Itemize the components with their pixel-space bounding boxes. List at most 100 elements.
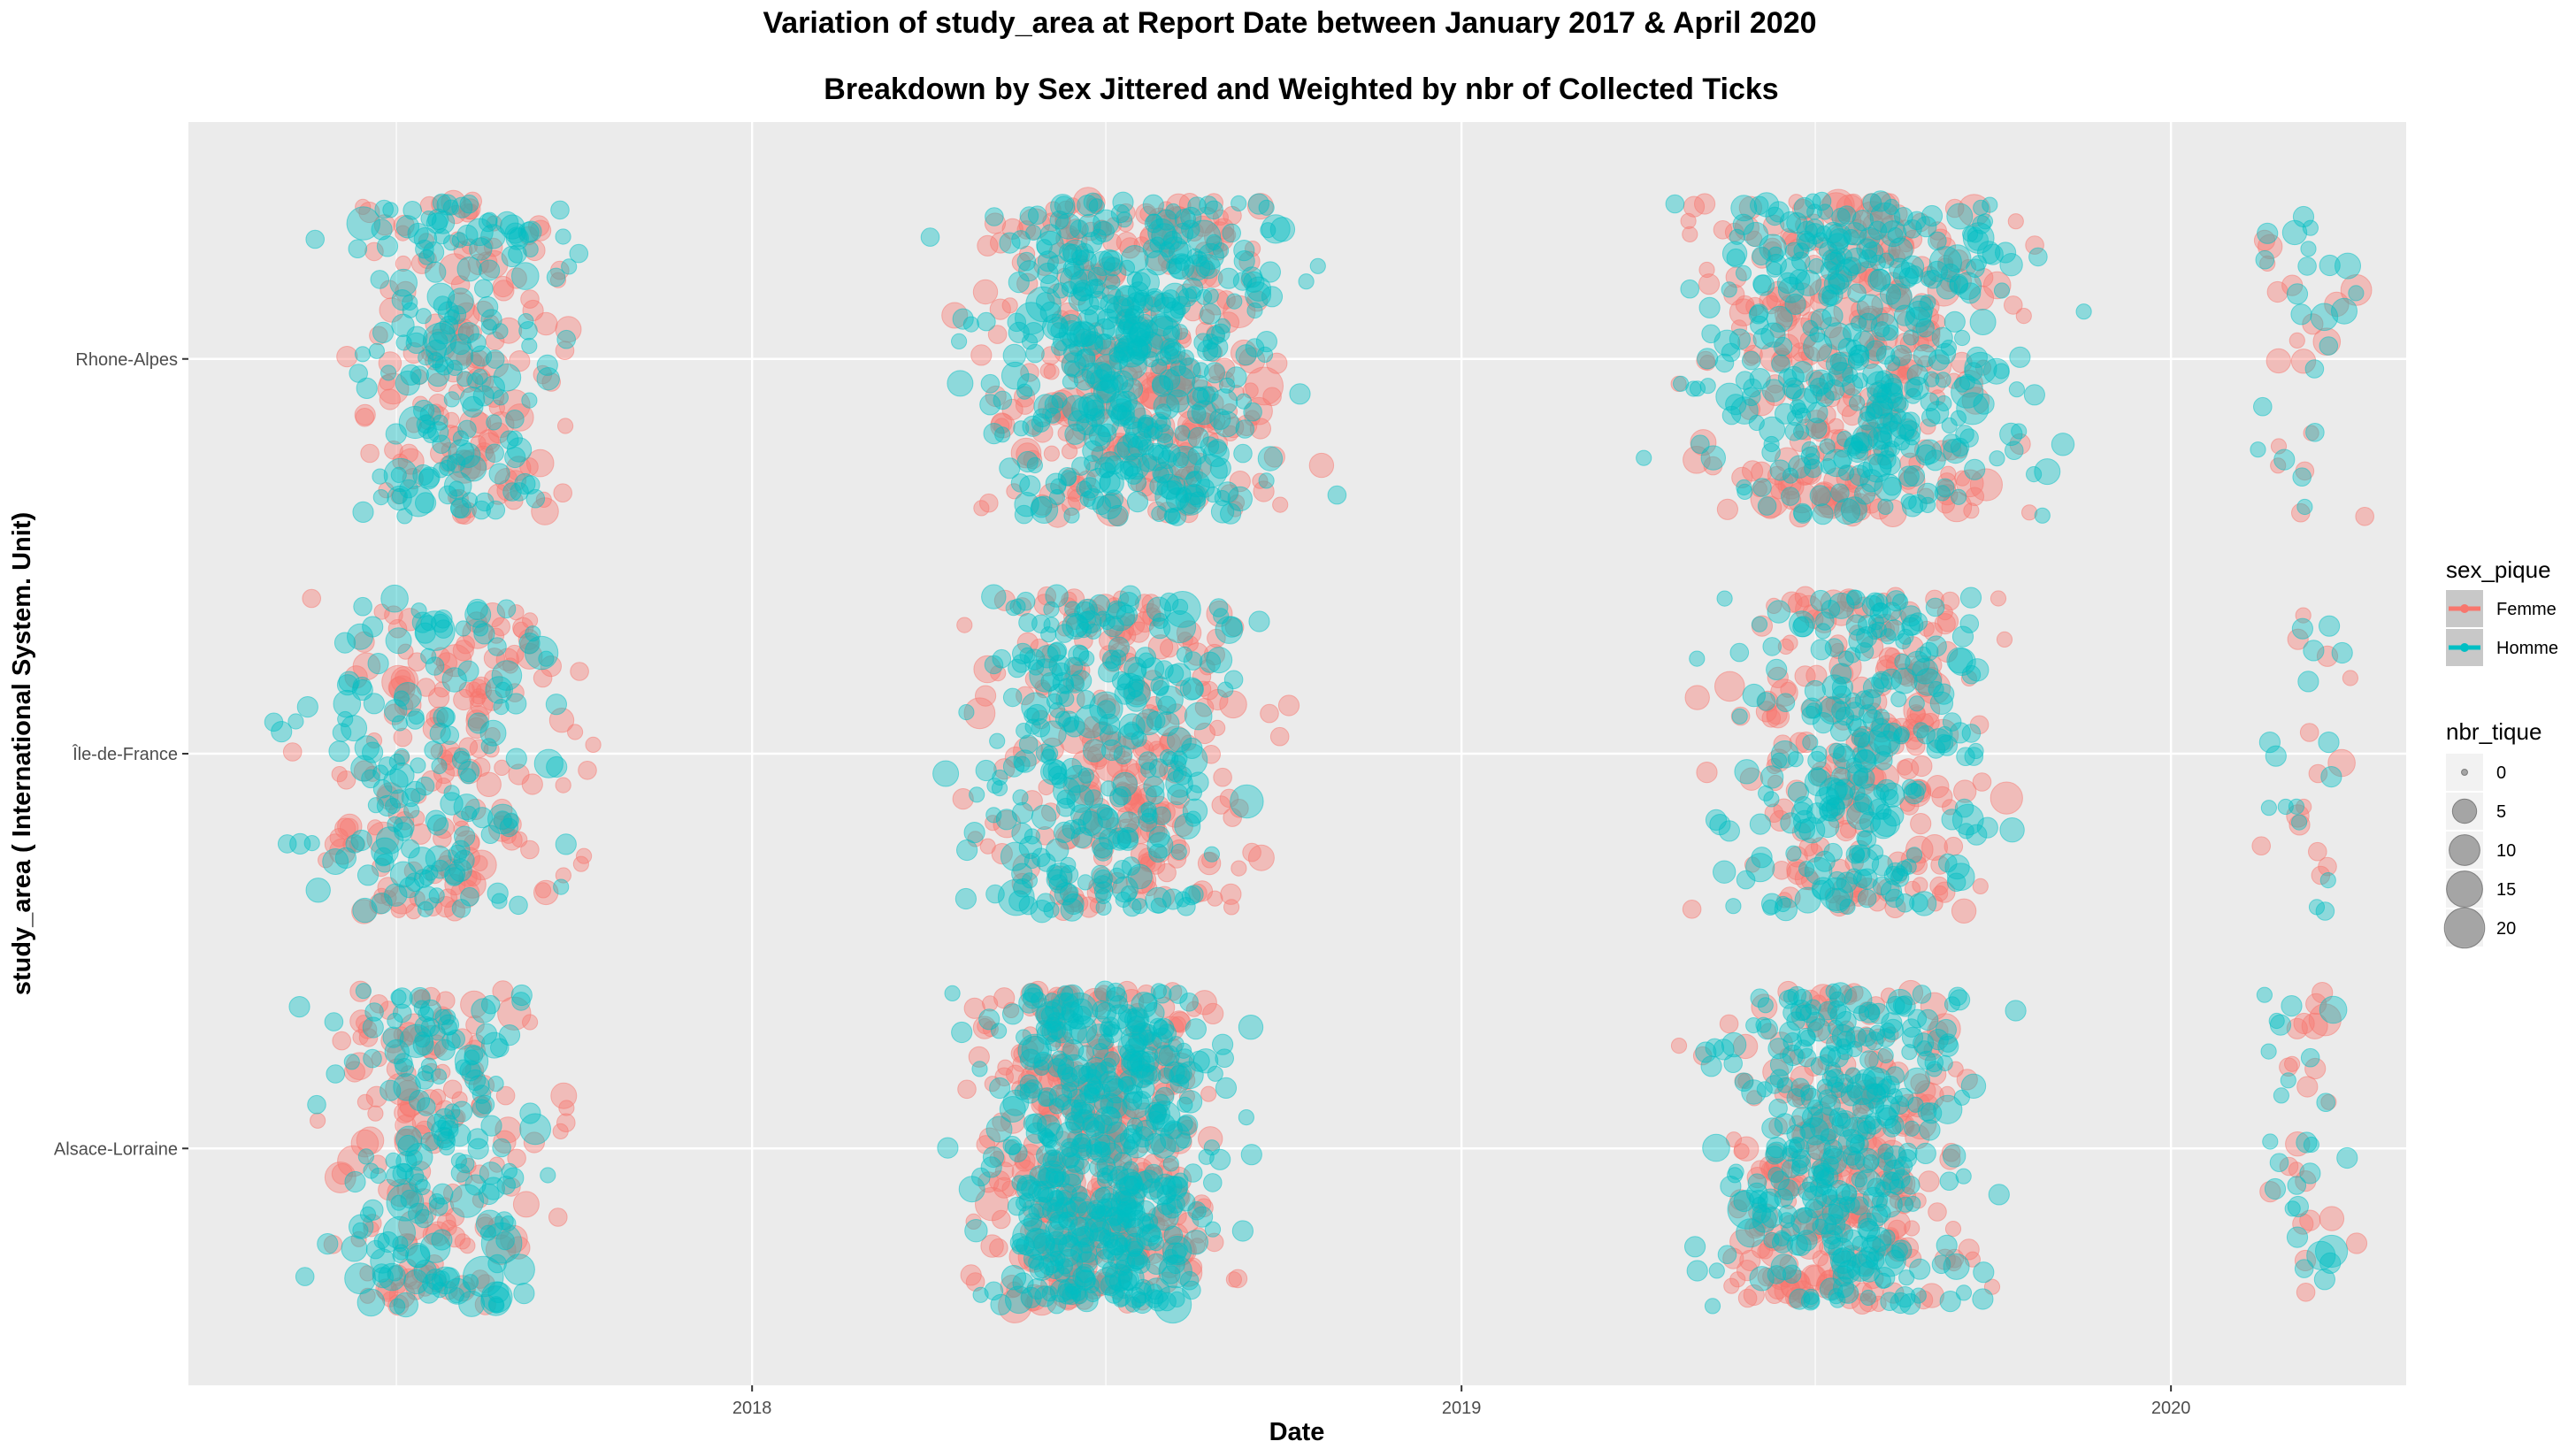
data-point — [385, 797, 402, 815]
data-point — [1762, 637, 1782, 656]
data-point — [1069, 1016, 1098, 1044]
data-point — [985, 1116, 1013, 1143]
data-point — [2281, 995, 2303, 1017]
data-point — [1939, 1171, 1959, 1191]
data-point — [1063, 588, 1085, 610]
data-point — [1939, 1148, 1961, 1170]
data-point — [1209, 457, 1231, 479]
data-point — [1178, 1090, 1203, 1114]
data-point — [400, 364, 422, 386]
data-point — [1752, 274, 1775, 296]
data-point — [1008, 272, 1030, 294]
data-point — [576, 847, 593, 864]
data-point — [1131, 272, 1151, 292]
data-point — [1024, 1079, 1043, 1099]
data-point — [336, 346, 358, 368]
data-point — [433, 762, 456, 785]
data-point — [2296, 1283, 2316, 1302]
data-point — [1791, 361, 1813, 383]
data-point — [1141, 442, 1170, 472]
data-point — [380, 890, 397, 907]
data-point — [1220, 883, 1242, 905]
data-point — [2023, 384, 2045, 406]
data-point — [2291, 617, 2313, 640]
data-point — [1820, 1128, 1836, 1145]
data-point — [390, 989, 407, 1006]
data-point — [1204, 1221, 1222, 1238]
data-point — [1062, 239, 1089, 266]
data-point — [1716, 498, 1739, 520]
data-point — [1737, 1288, 1758, 1308]
data-point — [1749, 813, 1772, 835]
data-point — [1135, 1137, 1152, 1154]
size-key-point — [2449, 834, 2480, 866]
data-point — [1153, 1017, 1175, 1039]
data-point — [390, 466, 407, 484]
data-point — [1079, 491, 1096, 508]
data-point — [479, 259, 501, 281]
data-point — [1203, 846, 1221, 862]
data-point — [360, 443, 380, 464]
y-tick-label: Alsace-Lorraine — [54, 1139, 178, 1159]
data-point — [1183, 1163, 1203, 1183]
data-point — [1298, 273, 1315, 290]
size-key-point — [2446, 870, 2483, 908]
data-point — [1862, 1234, 1882, 1254]
data-point — [1072, 1133, 1092, 1153]
data-point — [1199, 196, 1218, 215]
data-point — [1877, 1046, 1894, 1064]
data-point — [510, 984, 533, 1007]
data-point — [353, 596, 372, 617]
data-point — [1055, 1083, 1076, 1102]
data-point — [1829, 991, 1846, 1008]
data-point — [1002, 1089, 1030, 1116]
data-point — [1723, 1277, 1740, 1294]
data-point — [1138, 993, 1158, 1012]
legend-key-point — [2460, 643, 2469, 652]
data-point — [2331, 641, 2353, 664]
data-point — [443, 900, 466, 922]
data-point — [1083, 424, 1112, 452]
data-point — [1953, 272, 1982, 301]
data-point — [1154, 416, 1171, 433]
data-point — [439, 459, 456, 477]
data-point — [282, 742, 303, 762]
data-point — [1309, 257, 1326, 274]
data-point — [1037, 586, 1057, 606]
data-point — [444, 309, 461, 326]
data-point — [1955, 1168, 1972, 1184]
data-point — [474, 279, 494, 299]
data-point — [968, 1046, 990, 1068]
data-point — [1150, 676, 1169, 695]
data-point — [1785, 383, 1802, 400]
data-point — [1973, 199, 1990, 216]
data-point — [1806, 203, 1823, 220]
data-point — [408, 1089, 431, 1112]
data-point — [2264, 1177, 2287, 1200]
data-point — [1729, 642, 1750, 663]
data-point — [348, 239, 368, 259]
data-point — [1940, 339, 1957, 356]
data-point — [1734, 1136, 1760, 1162]
data-point — [1164, 508, 1181, 525]
data-point — [1742, 460, 1764, 482]
data-point — [1062, 1173, 1082, 1193]
data-point — [545, 694, 568, 716]
data-point — [1858, 411, 1877, 431]
data-point — [2306, 1240, 2336, 1271]
data-point — [420, 648, 437, 664]
data-point — [1064, 1111, 1085, 1131]
data-point — [1120, 886, 1138, 902]
data-point — [1177, 897, 1196, 916]
data-point — [985, 207, 1004, 226]
data-point — [1818, 285, 1840, 307]
data-point — [467, 372, 484, 389]
data-point — [1882, 325, 1899, 341]
data-point — [1725, 1131, 1743, 1148]
data-point — [1892, 262, 1920, 289]
data-point — [963, 997, 985, 1019]
data-point — [1845, 868, 1862, 885]
data-point — [1910, 1073, 1929, 1092]
data-point — [1259, 261, 1282, 283]
data-point — [492, 275, 514, 298]
